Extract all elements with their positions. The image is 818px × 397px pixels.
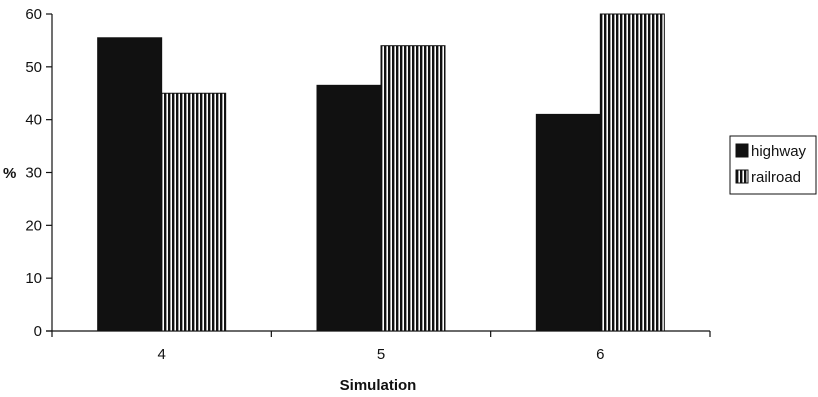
legend-swatch-railroad xyxy=(735,169,749,184)
legend-label-highway: highway xyxy=(751,143,807,160)
legend: highway railroad xyxy=(729,135,817,195)
x-tick-label: 6 xyxy=(596,346,604,363)
x-tick-label: 5 xyxy=(377,346,385,363)
legend-label-railroad: railroad xyxy=(751,169,801,186)
y-tick-label: 0 xyxy=(34,323,42,340)
bar-highway-5 xyxy=(316,84,382,332)
bar-railroad-5 xyxy=(380,45,446,332)
y-tick-label: 10 xyxy=(25,270,42,287)
x-tick-label: 4 xyxy=(157,346,165,363)
legend-swatch-highway xyxy=(735,143,749,158)
bar-railroad-6 xyxy=(599,13,665,332)
y-tick-label: 60 xyxy=(25,6,42,23)
y-axis-title: % xyxy=(3,165,16,182)
bar-highway-4 xyxy=(97,37,163,332)
y-tick-label: 30 xyxy=(25,165,42,182)
plot-area: 0 10 20 30 40 50 60 4 5 6 xyxy=(25,6,711,363)
bar-railroad-4 xyxy=(161,92,227,332)
y-tick-label: 20 xyxy=(25,217,42,234)
y-tick-label: 50 xyxy=(25,59,42,76)
y-tick-label: 40 xyxy=(25,112,42,129)
x-axis-title: Simulation xyxy=(340,377,417,394)
bar-highway-6 xyxy=(535,113,601,332)
